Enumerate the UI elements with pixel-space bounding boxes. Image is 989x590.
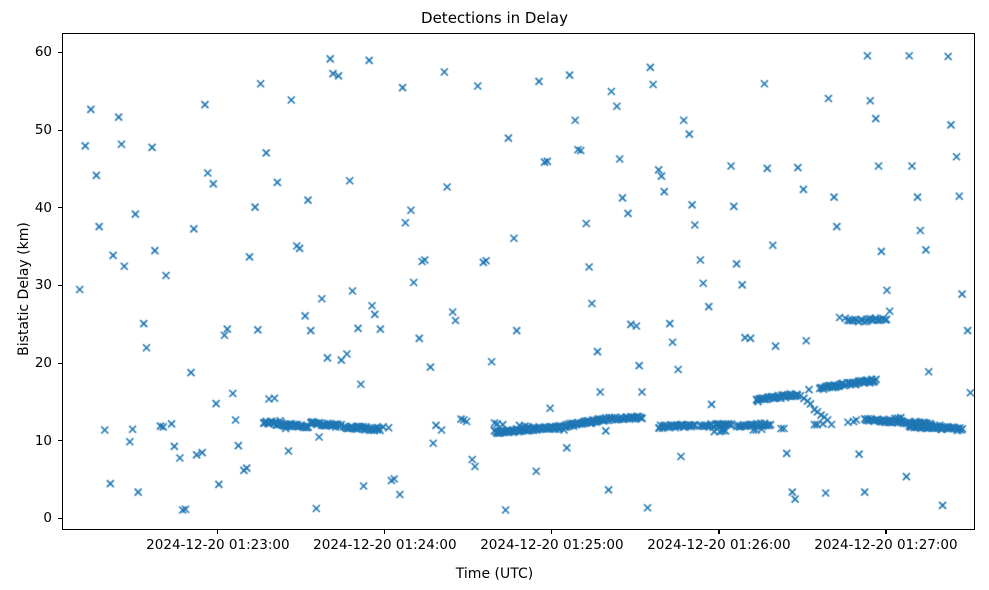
y-tick-mark <box>58 51 62 53</box>
x-tick-mark <box>551 530 553 534</box>
x-tick-mark <box>217 530 219 534</box>
y-tick-label: 60 <box>34 44 52 61</box>
y-tick-label: 10 <box>34 432 52 449</box>
chart-title: Detections in Delay <box>421 9 568 27</box>
x-tick-label: 2024-12-20 01:27:00 <box>814 537 958 553</box>
y-tick-mark <box>58 440 62 442</box>
x-tick-label: 2024-12-20 01:24:00 <box>313 537 457 553</box>
y-tick-label: 20 <box>34 355 52 372</box>
scatter-plot-canvas <box>63 34 976 531</box>
y-tick-mark <box>58 362 62 364</box>
y-tick-mark <box>58 207 62 209</box>
y-tick-label: 40 <box>34 199 52 216</box>
y-tick-label: 30 <box>34 277 52 294</box>
x-axis-label: Time (UTC) <box>455 566 534 582</box>
x-tick-mark <box>384 530 386 534</box>
y-tick-label: 0 <box>43 510 52 527</box>
x-tick-label: 2024-12-20 01:25:00 <box>480 537 624 553</box>
x-tick-mark <box>718 530 720 534</box>
y-tick-mark <box>58 129 62 131</box>
plot-axes-frame <box>62 33 976 531</box>
x-tick-mark <box>885 530 887 534</box>
x-tick-label: 2024-12-20 01:23:00 <box>146 537 290 553</box>
x-tick-label: 2024-12-20 01:26:00 <box>647 537 791 553</box>
y-tick-label: 50 <box>34 122 52 139</box>
y-tick-mark <box>58 284 62 286</box>
y-tick-mark <box>58 517 62 519</box>
